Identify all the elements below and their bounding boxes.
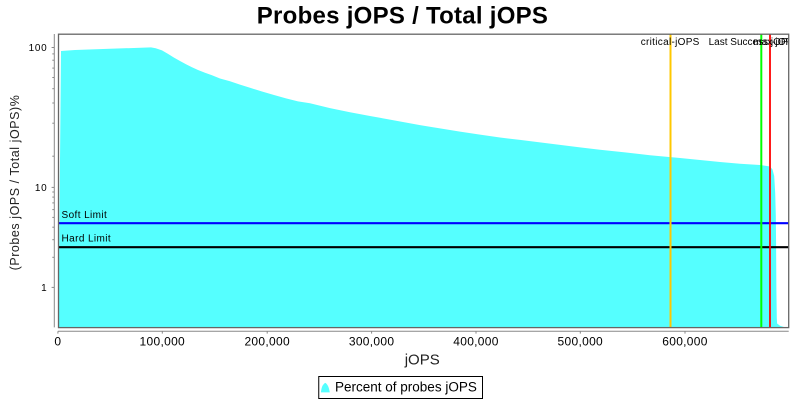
svg-text:Last Success jOPS: Last Success jOPS <box>709 37 795 48</box>
svg-text:100,000: 100,000 <box>140 335 186 349</box>
svg-text:200,000: 200,000 <box>244 335 290 349</box>
svg-text:Soft Limit: Soft Limit <box>62 210 108 221</box>
svg-text:10: 10 <box>35 183 48 194</box>
svg-text:(Probes jOPS / Total jOPS)%: (Probes jOPS / Total jOPS)% <box>8 95 22 271</box>
svg-text:100: 100 <box>29 43 48 54</box>
svg-text:Percent of probes jOPS: Percent of probes jOPS <box>335 379 477 394</box>
svg-text:300,000: 300,000 <box>349 335 395 349</box>
svg-text:max-jOPS: max-jOPS <box>753 37 799 48</box>
svg-text:Probes jOPS / Total jOPS: Probes jOPS / Total jOPS <box>257 3 548 30</box>
svg-text:critical-jOPS: critical-jOPS <box>641 37 700 48</box>
svg-text:Hard Limit: Hard Limit <box>62 233 112 244</box>
svg-text:600,000: 600,000 <box>662 335 708 349</box>
svg-text:jOPS: jOPS <box>404 352 440 369</box>
svg-text:400,000: 400,000 <box>453 335 499 349</box>
svg-text:1: 1 <box>41 283 47 294</box>
svg-text:0: 0 <box>54 335 61 349</box>
svg-text:500,000: 500,000 <box>558 335 604 349</box>
